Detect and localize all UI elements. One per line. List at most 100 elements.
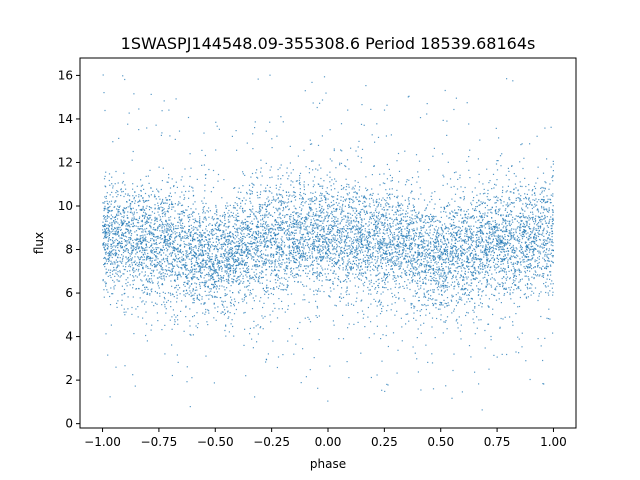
data-point: [368, 224, 370, 226]
data-point: [522, 233, 524, 235]
data-point: [227, 212, 229, 214]
data-point: [224, 329, 226, 332]
data-point: [144, 234, 146, 236]
data-point: [138, 200, 140, 203]
data-point: [132, 214, 134, 216]
data-point: [187, 237, 189, 240]
data-point: [487, 258, 489, 260]
data-point: [389, 240, 391, 242]
data-point: [492, 173, 495, 175]
data-point: [488, 246, 491, 249]
data-point: [509, 225, 511, 227]
data-point: [230, 253, 232, 255]
data-point: [344, 244, 347, 246]
data-point: [299, 232, 301, 234]
data-point: [411, 177, 414, 179]
data-point: [364, 250, 366, 252]
data-point: [301, 255, 303, 257]
data-point: [291, 238, 293, 240]
data-point: [391, 268, 393, 270]
data-point: [230, 302, 232, 304]
data-point: [552, 214, 554, 216]
data-point: [129, 274, 131, 276]
data-point: [273, 198, 275, 200]
data-point: [321, 205, 323, 207]
data-point: [140, 279, 142, 281]
data-point: [135, 288, 137, 290]
data-point: [147, 281, 149, 283]
data-point: [428, 254, 430, 256]
data-point: [279, 282, 281, 284]
data-point: [340, 281, 342, 283]
data-point: [297, 251, 299, 253]
data-point: [472, 199, 474, 202]
data-point: [494, 202, 496, 204]
data-point: [165, 258, 167, 260]
data-point: [287, 284, 289, 287]
data-point: [380, 258, 382, 260]
data-point: [234, 255, 236, 257]
data-point: [142, 236, 144, 238]
data-point: [492, 230, 494, 232]
data-point: [118, 280, 121, 282]
data-point: [446, 328, 448, 330]
data-point: [230, 268, 232, 270]
data-point: [389, 230, 391, 232]
data-point: [392, 278, 394, 280]
data-point: [545, 291, 547, 294]
data-point: [186, 277, 188, 279]
data-point: [540, 187, 542, 189]
data-point: [208, 266, 210, 268]
data-point: [200, 244, 202, 246]
data-point: [266, 291, 268, 293]
data-point: [270, 166, 272, 168]
data-point: [288, 201, 290, 203]
data-point: [231, 248, 234, 250]
data-point: [517, 215, 520, 217]
data-point: [292, 169, 294, 171]
data-point: [384, 203, 387, 205]
data-point: [174, 274, 176, 276]
data-point: [429, 275, 431, 277]
data-point: [334, 216, 336, 218]
data-point: [537, 223, 539, 225]
data-point: [128, 239, 130, 241]
data-point: [368, 257, 370, 259]
data-point: [535, 198, 537, 200]
data-point: [361, 219, 363, 221]
data-point: [457, 178, 459, 180]
data-point: [157, 285, 160, 287]
data-point: [400, 230, 402, 232]
data-point: [370, 293, 372, 295]
data-point: [335, 167, 337, 169]
data-point: [123, 219, 125, 221]
data-point: [399, 267, 401, 270]
data-point: [168, 195, 170, 197]
data-point: [164, 298, 166, 300]
data-point: [501, 353, 503, 355]
data-point: [355, 300, 357, 303]
data-point: [244, 294, 246, 296]
data-point: [453, 310, 455, 312]
data-point: [104, 208, 106, 210]
data-point: [137, 220, 139, 222]
data-point: [265, 261, 267, 263]
data-point: [169, 263, 171, 265]
data-point: [257, 232, 260, 234]
data-point: [232, 271, 234, 273]
data-point: [385, 205, 387, 207]
data-point: [423, 271, 425, 273]
data-point: [309, 215, 311, 217]
data-point: [159, 292, 161, 295]
data-point: [447, 205, 449, 207]
data-point: [151, 324, 153, 326]
data-point: [110, 218, 113, 220]
data-point: [316, 224, 318, 226]
data-point: [191, 262, 193, 264]
data-point: [282, 252, 284, 254]
data-point: [316, 198, 318, 200]
data-point: [192, 273, 194, 275]
data-point: [307, 272, 309, 275]
data-point: [350, 244, 352, 246]
